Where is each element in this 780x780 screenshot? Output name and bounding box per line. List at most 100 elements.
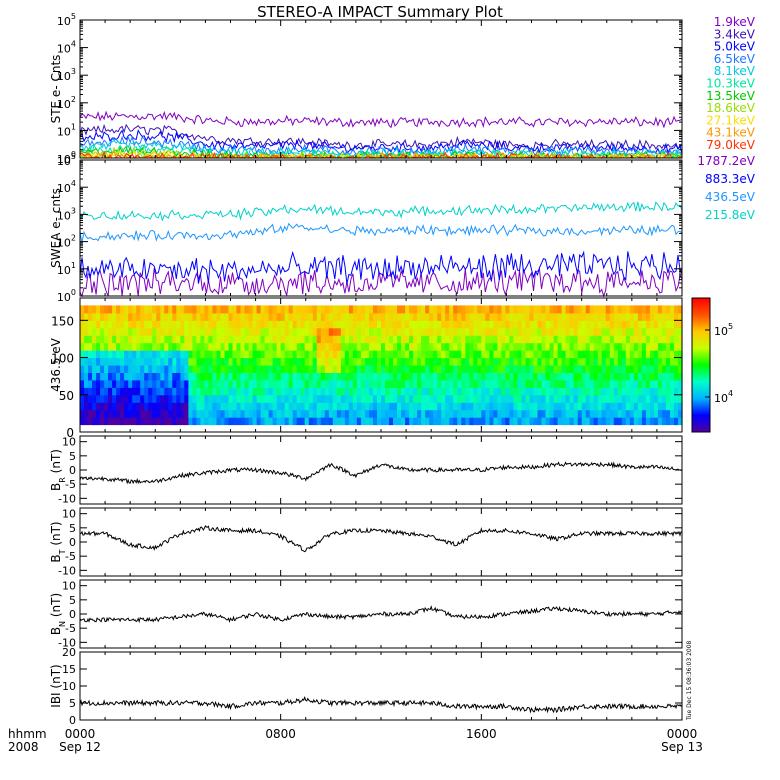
heatmap-cell <box>188 350 193 359</box>
heatmap-cell <box>216 417 222 426</box>
heatmap-cell <box>172 379 177 388</box>
heatmap-cell <box>449 417 454 426</box>
heatmap-cell <box>581 372 587 381</box>
heatmap-cell <box>340 409 346 418</box>
heatmap-cell <box>308 342 314 351</box>
heatmap-cell <box>449 312 454 321</box>
heatmap-cell <box>156 312 161 321</box>
heatmap-cell <box>200 327 205 336</box>
heatmap-cell <box>252 357 258 366</box>
heatmap-cell <box>80 342 85 351</box>
heatmap-cell <box>593 350 599 359</box>
heatmap-cell <box>517 394 523 403</box>
heatmap-cell <box>156 409 161 418</box>
heatmap-cell <box>300 394 306 403</box>
heatmap-cell <box>348 417 354 426</box>
heatmap-cell <box>373 394 378 403</box>
heatmap-cell <box>481 305 486 314</box>
heatmap-cell <box>336 335 342 344</box>
heatmap-cell <box>549 335 555 344</box>
heatmap-cell <box>473 350 478 359</box>
heatmap-cell <box>469 327 474 336</box>
heatmap-cell <box>104 350 109 359</box>
heatmap-cell <box>356 335 362 344</box>
heatmap-cell <box>168 365 173 373</box>
heatmap-cell <box>553 402 559 411</box>
heatmap-cell <box>513 379 518 388</box>
heatmap-cell <box>653 409 659 418</box>
heatmap-cell <box>545 342 551 351</box>
heatmap-cell <box>260 312 266 321</box>
heatmap-cell <box>288 394 294 403</box>
heatmap-cell <box>280 305 286 314</box>
panel-frame <box>79 159 683 297</box>
heatmap-cell <box>196 365 201 373</box>
heatmap-cell <box>393 335 398 344</box>
heatmap-cell <box>537 417 543 426</box>
heatmap-cell <box>457 365 462 373</box>
colorbar <box>691 297 711 433</box>
heatmap-cell <box>168 305 173 314</box>
heatmap-cell <box>569 394 575 403</box>
ytick-label: 105 <box>57 12 76 28</box>
heatmap-cell <box>517 350 523 359</box>
heatmap-cell <box>573 409 579 418</box>
heatmap-cell <box>513 365 518 373</box>
heatmap-cell <box>252 365 258 373</box>
heatmap-cell <box>405 379 410 388</box>
heatmap-cell <box>469 379 474 388</box>
heatmap-cell <box>649 379 655 388</box>
heatmap-cell <box>164 335 169 344</box>
ytick-label: 0 <box>69 464 76 477</box>
heatmap-cell <box>168 402 173 411</box>
heatmap-cell <box>629 350 635 359</box>
heatmap-cell <box>356 417 362 426</box>
heatmap-cell <box>405 305 410 314</box>
heatmap-cell <box>320 305 326 314</box>
heatmap-cell <box>477 320 482 329</box>
heatmap-cell <box>605 409 611 418</box>
heatmap-cell <box>481 365 486 373</box>
heatmap-cell <box>264 305 270 314</box>
heatmap-cell <box>156 379 161 388</box>
heatmap-cell <box>248 305 254 314</box>
heatmap-cell <box>473 312 478 321</box>
heatmap-cell <box>344 417 350 426</box>
ylabel-subscript: T <box>58 549 67 555</box>
heatmap-cell <box>196 350 201 359</box>
heatmap-cell <box>356 357 362 366</box>
heatmap-cell <box>136 327 141 336</box>
field-trace-bmag <box>79 695 683 714</box>
heatmap-cell <box>369 402 374 411</box>
heatmap-cell <box>364 357 370 366</box>
heatmap-cell <box>168 350 173 359</box>
heatmap-cell <box>208 394 213 403</box>
heatmap-cell <box>533 357 539 366</box>
ytick-label: 102 <box>57 95 76 111</box>
heatmap-cell <box>593 305 599 314</box>
heatmap-cell <box>557 394 563 403</box>
heatmap-cell <box>136 417 141 426</box>
heatmap-cell <box>381 394 386 403</box>
heatmap-cell <box>449 379 454 388</box>
heatmap-cell <box>521 365 527 373</box>
heatmap-cell <box>597 372 603 381</box>
heatmap-cell <box>140 312 145 321</box>
heatmap-cell <box>645 320 651 329</box>
heatmap-cell <box>665 305 671 314</box>
heatmap-cell <box>417 320 422 329</box>
heatmap-cell <box>413 387 418 396</box>
heatmap-cell <box>172 350 177 359</box>
heatmap-cell <box>601 305 607 314</box>
heatmap-cell <box>300 320 306 329</box>
heatmap-cell <box>296 357 302 366</box>
heatmap-cell <box>168 379 173 388</box>
heatmap-cell <box>589 372 595 381</box>
heatmap-cell <box>573 402 579 411</box>
heatmap-cell <box>224 365 230 373</box>
ylabel-main: IBI <box>49 692 63 707</box>
heatmap-cell <box>389 335 394 344</box>
heatmap-cell <box>204 342 209 351</box>
heatmap-cell <box>268 312 274 321</box>
heatmap-cell <box>421 394 426 403</box>
